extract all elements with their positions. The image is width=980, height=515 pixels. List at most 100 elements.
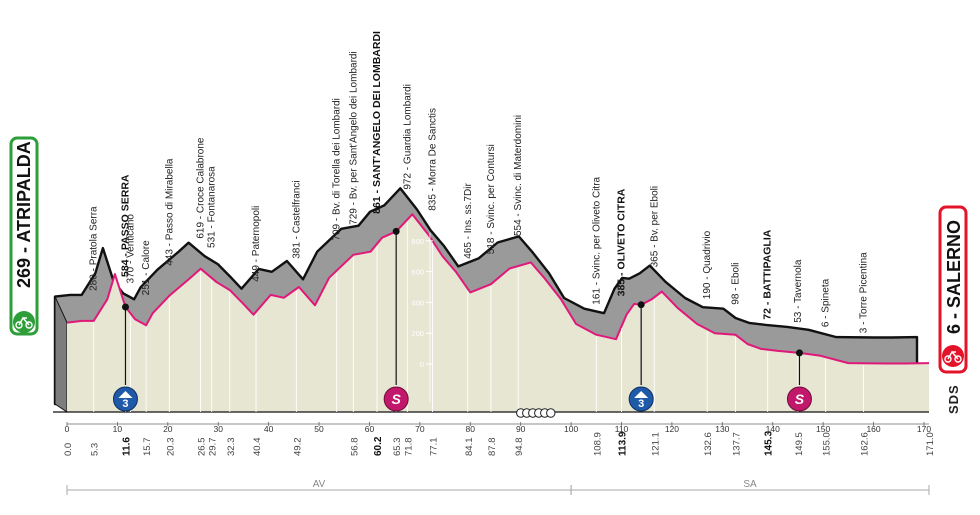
waypoint-label-28: 3 - Torre Picentina (858, 252, 869, 333)
waypoint-km-7: 29.7 (208, 438, 219, 457)
alt-label-200: 200 (411, 329, 424, 338)
finish-dash: - (944, 308, 964, 324)
alt-label-400: 400 (411, 298, 424, 307)
waypoint-label-13: 861 - SANT'ANGELO DEI LOMBARDI (371, 31, 383, 214)
brand-logo: SDS (946, 384, 961, 414)
km-tick-label-0: 0 (65, 424, 70, 434)
waypoint-km-24: 137.7 (731, 432, 742, 456)
waypoint-km-17: 84.1 (464, 438, 475, 457)
start-flag-icon (13, 311, 35, 333)
sprint-letter-3: S (795, 391, 805, 407)
waypoint-km-18: 87.8 (487, 438, 498, 457)
province-bar: AV SA (67, 479, 929, 495)
waypoint-km-25: 145.3 (764, 431, 775, 456)
kom-category-0: 3 (122, 398, 128, 410)
km-tick-label-50: 50 (314, 424, 324, 434)
km-tick-label-140: 140 (766, 424, 780, 434)
waypoint-km-0: 0.0 (63, 443, 74, 456)
waypoint-km-10: 49.2 (292, 438, 303, 457)
waypoint-label-9: 449 - Paternopoli (251, 206, 262, 282)
waypoint-label-5: 443 - Passo di Mirabella (164, 158, 175, 266)
km-tick-label-80: 80 (466, 424, 476, 434)
km-tick-label-60: 60 (365, 424, 375, 434)
waypoint-km-4: 15.7 (142, 438, 153, 457)
waypoint-label-20: 161 - Svinc. per Oliveto Citra (591, 176, 602, 304)
start-label: 269 - ATRIPALDA (14, 141, 34, 288)
waypoint-km-5: 20.3 (165, 438, 176, 457)
waypoint-km-22: 121.1 (650, 432, 661, 456)
waypoint-km-6: 26.5 (197, 438, 208, 457)
start-badge: 269 - ATRIPALDA (11, 138, 37, 334)
finish-label: 6 - SALERNO (944, 220, 964, 334)
start-dash: - (14, 243, 34, 258)
km-tick-label-160: 160 (866, 424, 880, 434)
waypoint-label-12: 729 - Bv. per Sant'Angelo dei Lombardi (348, 51, 359, 225)
waypoint-label-3: 370 - Venticano (126, 214, 137, 284)
waypoint-label-25: 72 - BATTIPAGLIA (762, 229, 774, 319)
feed-zone-icon-5 (547, 409, 555, 417)
waypoint-km-19: 94.8 (514, 438, 525, 457)
marker-dot-3 (796, 349, 803, 356)
waypoint-label-7: 531 - Fontanarosa (207, 166, 218, 248)
finish-name: SALERNO (944, 220, 964, 308)
km-tick-label-170: 170 (917, 424, 931, 434)
province-label-0: AV (313, 479, 326, 490)
waypoint-km-9: 40.4 (252, 438, 263, 457)
km-tick-label-130: 130 (715, 424, 729, 434)
waypoint-km-26: 149.5 (794, 432, 805, 456)
waypoint-label-19: 554 - Svinc. di Materdomini (513, 115, 524, 236)
waypoint-label-1: 280 - Pratola Serra (89, 206, 100, 291)
alt-label-800: 800 (411, 237, 424, 246)
waypoint-km-21: 113.9 (618, 431, 629, 456)
waypoint-label-17: 465 - Ins. ss.7Dir (463, 183, 474, 259)
alt-label-600: 600 (411, 268, 424, 277)
finish-flag-icon (942, 345, 964, 367)
waypoint-label-22: 365 - Bv. per Eboli (649, 186, 660, 268)
waypoint-label-15: 972 - Guardia Lombardi (402, 84, 413, 190)
waypoint-label-18: 518 - Svinc. per Contursi (486, 144, 497, 254)
waypoint-km-13: 60.2 (373, 436, 384, 456)
waypoint-label-10: 381 - Castelfranci (291, 180, 302, 258)
km-axis: 0 10 20 30 40 50 60 70 80 90 100 110 120 130 140 150 160… (65, 422, 932, 434)
km-tick-label-10: 10 (113, 424, 123, 434)
start-altitude: 269 (14, 258, 34, 288)
waypoint-km-15: 71.8 (403, 438, 414, 457)
km-tick-label-110: 110 (615, 424, 629, 434)
waypoint-label-11: 709 - Bv. di Torella dei Lombardi (332, 98, 343, 241)
waypoint-km-20: 108.9 (592, 432, 603, 456)
km-tick-label-30: 30 (213, 424, 223, 434)
km-tick-label-70: 70 (415, 424, 425, 434)
sprint-letter-1: S (392, 391, 402, 407)
waypoint-km-27: 155.0 (822, 432, 833, 456)
province-label-1: SA (743, 479, 757, 490)
waypoint-label-4: 251 - Calore (141, 240, 152, 295)
finish-badge: 6 - SALERNO (940, 207, 966, 372)
waypoint-label-16: 835 - Morra De Sanctis (427, 108, 438, 211)
finish-altitude: 6 (944, 324, 964, 334)
km-tick-label-40: 40 (264, 424, 274, 434)
waypoint-km-29: 171.0 (925, 432, 936, 456)
km-tick-label-90: 90 (516, 424, 526, 434)
waypoint-label-26: 53 - Tavernola (793, 259, 804, 323)
waypoint-km-2: 11.6 (121, 437, 132, 456)
waypoint-km-12: 56.8 (349, 438, 360, 457)
waypoint-label-6: 619 - Croce Calabrone (196, 137, 207, 239)
waypoint-label-24: 98 - Eboli (730, 262, 741, 304)
km-tick-label-120: 120 (665, 424, 679, 434)
alt-label-0: 0 (420, 360, 424, 369)
waypoint-km-1: 5.3 (90, 443, 101, 456)
waypoint-label-23: 190 - Quadrivio (702, 230, 713, 299)
start-name: ATRIPALDA (14, 141, 34, 242)
marker-dot-2 (638, 301, 645, 308)
marker-dot-0 (122, 304, 129, 311)
km-tick-label-20: 20 (163, 424, 173, 434)
km-tick-label-150: 150 (816, 424, 830, 434)
waypoint-km-28: 162.6 (859, 432, 870, 456)
waypoint-label-27: 6 - Spineta (821, 278, 832, 327)
waypoint-label-21: 385 - OLIVETO CITRA (616, 188, 628, 296)
kom-category-2: 3 (638, 398, 644, 410)
waypoint-km-14: 65.3 (392, 438, 403, 457)
waypoint-km-16: 77.1 (428, 438, 439, 457)
waypoint-km-23: 132.6 (703, 432, 714, 456)
